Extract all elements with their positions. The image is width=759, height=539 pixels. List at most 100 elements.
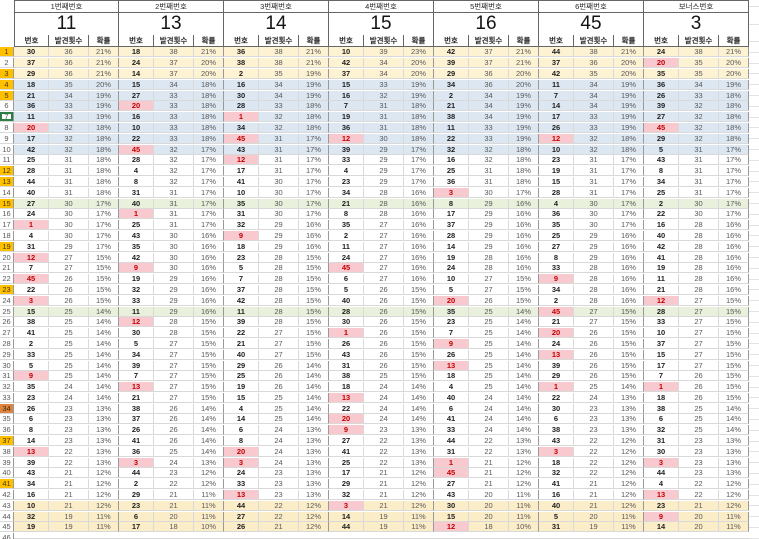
prob-cell[interactable]: 11% [404, 522, 434, 533]
number-cell[interactable]: 39 [329, 144, 364, 155]
prob-cell[interactable]: 16% [299, 220, 329, 231]
prob-cell[interactable]: 11% [719, 511, 749, 522]
prob-cell[interactable]: 15% [719, 338, 749, 349]
count-cell[interactable]: 26 [259, 382, 299, 393]
number-cell[interactable]: 1 [644, 382, 679, 393]
group-top-number[interactable]: 16 [434, 13, 539, 35]
number-cell[interactable]: 38 [434, 112, 469, 123]
number-cell[interactable]: 38 [644, 403, 679, 414]
row-header[interactable]: 1 [0, 47, 14, 58]
prob-cell[interactable]: 11% [194, 500, 224, 511]
count-cell[interactable]: 29 [154, 295, 194, 306]
prob-cell[interactable] [89, 537, 119, 539]
number-cell[interactable]: 1 [539, 382, 574, 393]
count-cell[interactable]: 26 [154, 436, 194, 447]
prob-cell[interactable]: 17% [719, 198, 749, 209]
number-cell[interactable]: 7 [644, 371, 679, 382]
count-cell[interactable]: 26 [574, 371, 614, 382]
prob-cell[interactable]: 20% [509, 79, 539, 90]
number-cell[interactable]: 21 [644, 284, 679, 295]
number-cell[interactable]: 23 [539, 155, 574, 166]
row-header[interactable]: 22 [0, 274, 14, 285]
prob-cell[interactable]: 16% [194, 274, 224, 285]
count-cell[interactable]: 27 [259, 338, 299, 349]
prob-cell[interactable]: 18% [509, 166, 539, 177]
prob-cell[interactable]: 17% [509, 187, 539, 198]
count-cell[interactable]: 26 [49, 274, 89, 285]
count-cell[interactable]: 20 [469, 490, 509, 501]
count-cell[interactable]: 28 [259, 274, 299, 285]
prob-cell[interactable]: 16% [404, 187, 434, 198]
count-cell[interactable]: 30 [259, 198, 299, 209]
count-cell[interactable]: 19 [49, 522, 89, 533]
count-cell[interactable]: 32 [574, 133, 614, 144]
prob-cell[interactable]: 15% [194, 371, 224, 382]
prob-cell[interactable]: 13% [299, 446, 329, 457]
count-cell[interactable]: 28 [259, 306, 299, 317]
prob-cell[interactable]: 19% [614, 112, 644, 123]
count-cell[interactable]: 27 [679, 295, 719, 306]
number-cell[interactable]: 42 [434, 47, 469, 58]
prob-cell[interactable]: 16% [509, 209, 539, 220]
count-cell[interactable]: 24 [259, 425, 299, 436]
prob-cell[interactable]: 16% [509, 230, 539, 241]
number-cell[interactable]: 15 [119, 79, 154, 90]
number-cell[interactable]: 31 [644, 436, 679, 447]
row-header[interactable]: 27 [0, 328, 14, 339]
count-cell[interactable]: 30 [574, 198, 614, 209]
count-cell[interactable]: 26 [574, 360, 614, 371]
number-cell[interactable]: 17 [14, 133, 49, 144]
number-cell[interactable]: 24 [539, 338, 574, 349]
prob-cell[interactable]: 15% [614, 317, 644, 328]
prob-cell[interactable]: 21% [509, 58, 539, 69]
prob-cell[interactable]: 15% [299, 328, 329, 339]
count-cell[interactable]: 27 [364, 274, 404, 285]
number-cell[interactable]: 3 [119, 457, 154, 468]
count-cell[interactable]: 31 [49, 187, 89, 198]
number-cell[interactable]: 45 [539, 306, 574, 317]
number-cell[interactable]: 29 [224, 360, 259, 371]
number-cell[interactable]: 1 [329, 328, 364, 339]
number-cell[interactable]: 4 [434, 382, 469, 393]
prob-cell[interactable]: 18% [194, 101, 224, 112]
prob-cell[interactable]: 17% [194, 166, 224, 177]
number-cell[interactable]: 23 [434, 317, 469, 328]
count-cell[interactable]: 22 [469, 436, 509, 447]
number-cell[interactable]: 15 [434, 511, 469, 522]
prob-cell[interactable]: 11% [89, 511, 119, 522]
prob-cell[interactable]: 12% [614, 500, 644, 511]
prob-cell[interactable]: 15% [89, 274, 119, 285]
number-cell[interactable]: 28 [14, 166, 49, 177]
prob-cell[interactable]: 15% [194, 382, 224, 393]
number-cell[interactable]: 29 [434, 68, 469, 79]
prob-cell[interactable]: 19% [404, 90, 434, 101]
prob-cell[interactable]: 12% [509, 479, 539, 490]
row-header[interactable]: 14 [0, 187, 14, 198]
prob-cell[interactable]: 16% [404, 274, 434, 285]
count-column-header[interactable]: 발견횟수 [364, 35, 404, 47]
count-cell[interactable]: 21 [364, 479, 404, 490]
count-cell[interactable]: 27 [679, 338, 719, 349]
prob-cell[interactable]: 16% [404, 241, 434, 252]
prob-cell[interactable]: 18% [719, 90, 749, 101]
number-cell[interactable]: 25 [119, 220, 154, 231]
number-cell[interactable]: 21 [119, 392, 154, 403]
group-top-number[interactable]: 45 [539, 13, 644, 35]
row-header[interactable]: 36 [0, 425, 14, 436]
prob-cell[interactable]: 12% [194, 479, 224, 490]
prob-cell[interactable]: 11% [89, 522, 119, 533]
count-cell[interactable]: 30 [364, 133, 404, 144]
prob-cell[interactable]: 13% [299, 479, 329, 490]
prob-cell[interactable]: 15% [404, 284, 434, 295]
number-cell[interactable]: 2 [119, 479, 154, 490]
count-cell[interactable]: 26 [259, 360, 299, 371]
row-header[interactable]: 44 [0, 511, 14, 522]
prob-cell[interactable]: 16% [614, 295, 644, 306]
count-cell[interactable]: 24 [364, 382, 404, 393]
count-cell[interactable]: 30 [154, 263, 194, 274]
count-cell[interactable]: 25 [469, 349, 509, 360]
prob-cell[interactable]: 13% [614, 403, 644, 414]
number-cell[interactable]: 8 [119, 176, 154, 187]
number-cell[interactable]: 25 [539, 230, 574, 241]
prob-cell[interactable]: 17% [614, 198, 644, 209]
